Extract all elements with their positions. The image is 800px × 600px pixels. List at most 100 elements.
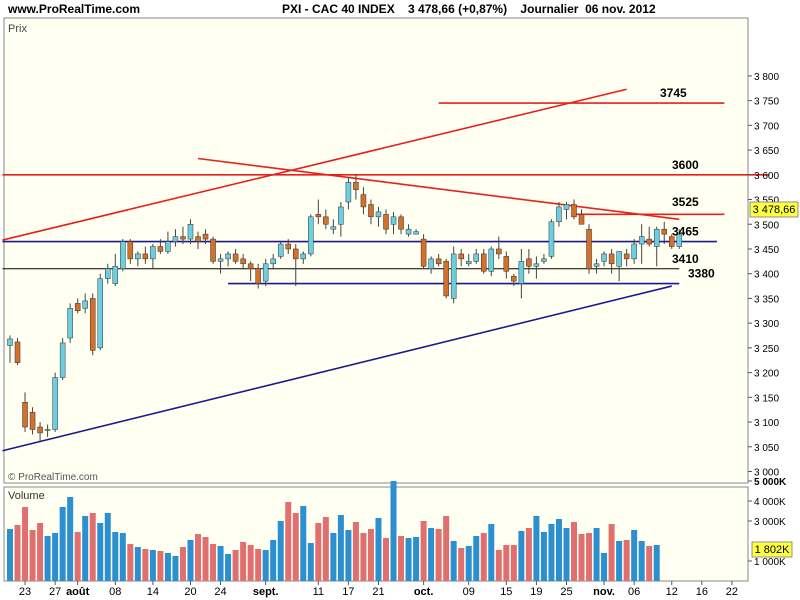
volume-bar [210, 544, 217, 581]
candle-body [638, 236, 645, 245]
candle-body [142, 253, 149, 260]
candle-body [22, 402, 28, 428]
candle-body [601, 253, 607, 262]
volume-bar [37, 523, 44, 581]
candle-body [37, 426, 43, 434]
y-tick-label: 3 350 [754, 294, 779, 305]
x-tick-label: 15 [500, 586, 512, 598]
candle-body [420, 238, 427, 267]
volume-bar [586, 533, 593, 581]
y-tick-label: 3 750 [754, 97, 779, 108]
candle-body [225, 253, 231, 260]
candle-body [556, 206, 562, 223]
watermark: © ProRealTime.com [8, 472, 98, 483]
candle-body [172, 236, 179, 242]
candle-body [52, 377, 58, 430]
volume-bar [307, 543, 314, 581]
volume-bar [285, 502, 292, 581]
candle-body [255, 268, 261, 284]
candle-body [473, 253, 479, 262]
chart-header: www.ProRealTime.com PXI - CAC 40 INDEX 3… [0, 0, 800, 18]
candle-body [67, 308, 73, 339]
volume-bar [571, 522, 577, 581]
volume-bar [563, 528, 570, 581]
candle-body [458, 253, 464, 260]
volume-bar [127, 544, 134, 581]
volume-bar [510, 545, 517, 581]
volume-bar [104, 513, 111, 581]
candle-body [293, 248, 299, 260]
candle-body [383, 214, 389, 230]
level-label-3525: 3525 [672, 195, 699, 209]
volume-bar [14, 525, 21, 581]
vol-y-tick-label: 5 000K [754, 477, 787, 488]
volume-bar [465, 546, 472, 581]
candle-body [315, 214, 322, 218]
volume-bar [420, 521, 427, 581]
volume-bar [593, 528, 600, 581]
candle-body [496, 248, 502, 255]
candle-body [14, 341, 21, 363]
site-label: www.ProRealTime.com [8, 2, 141, 16]
volume-bar [262, 550, 269, 581]
candle-body [338, 206, 344, 225]
volume-bar [247, 545, 254, 581]
volume-bar [292, 513, 299, 581]
volume-bar [195, 534, 201, 581]
volume-bar [480, 533, 487, 581]
volume-bar [7, 529, 13, 581]
y-tick-label: 3 250 [754, 344, 779, 355]
volume-bar [503, 545, 510, 581]
trendline-red-resistance [197, 157, 680, 221]
candle-body [135, 253, 141, 260]
candle-body [7, 338, 13, 346]
volume-bar [82, 516, 89, 581]
candle-body [120, 241, 126, 270]
candle-body [330, 226, 337, 230]
candle-body [541, 258, 547, 262]
candle-body [285, 243, 291, 250]
candle-body [277, 243, 284, 257]
candle-body [360, 194, 367, 208]
candle-body [586, 228, 592, 270]
volume-bar [578, 534, 585, 581]
volume-bar [383, 538, 389, 581]
volume-badge-text: 1 802K [755, 544, 791, 556]
volume-bar [375, 518, 382, 581]
volume-bar [112, 532, 119, 581]
volume-bar [631, 530, 638, 581]
candle-body [661, 228, 667, 235]
y-tick-label: 3 100 [754, 418, 779, 429]
volume-bar [518, 531, 525, 581]
volume-bar [540, 532, 547, 581]
y-tick-label: 3 150 [754, 393, 779, 404]
x-tick-label: sept. [253, 586, 279, 598]
candle-body [127, 241, 134, 260]
x-tick-label: 11 [313, 586, 324, 598]
x-tick-label: 16 [696, 586, 708, 598]
volume-bar [277, 521, 284, 581]
volume-bar [187, 540, 194, 581]
x-tick-label: 17 [342, 586, 354, 598]
volume-bar [119, 533, 126, 581]
volume-bar [29, 530, 36, 581]
candle-body [518, 261, 525, 284]
candle-body [232, 253, 239, 262]
candle-body [29, 411, 36, 430]
volume-bar [225, 554, 232, 581]
candle-body [112, 266, 119, 284]
volume-bar [44, 536, 51, 581]
volume-bar [255, 549, 262, 581]
candle-body [413, 231, 419, 235]
candle-body [202, 233, 209, 240]
level-label-3465: 3465 [672, 225, 699, 239]
volume-bar [495, 550, 502, 581]
candle-body [481, 253, 487, 272]
candle-body [44, 429, 51, 431]
candle-body [676, 234, 683, 247]
vol-y-tick-label: 1 000K [754, 557, 786, 568]
candle-body [59, 342, 66, 378]
volume-bar [405, 538, 412, 581]
price-badge-text: 3 478,66 [753, 204, 796, 216]
